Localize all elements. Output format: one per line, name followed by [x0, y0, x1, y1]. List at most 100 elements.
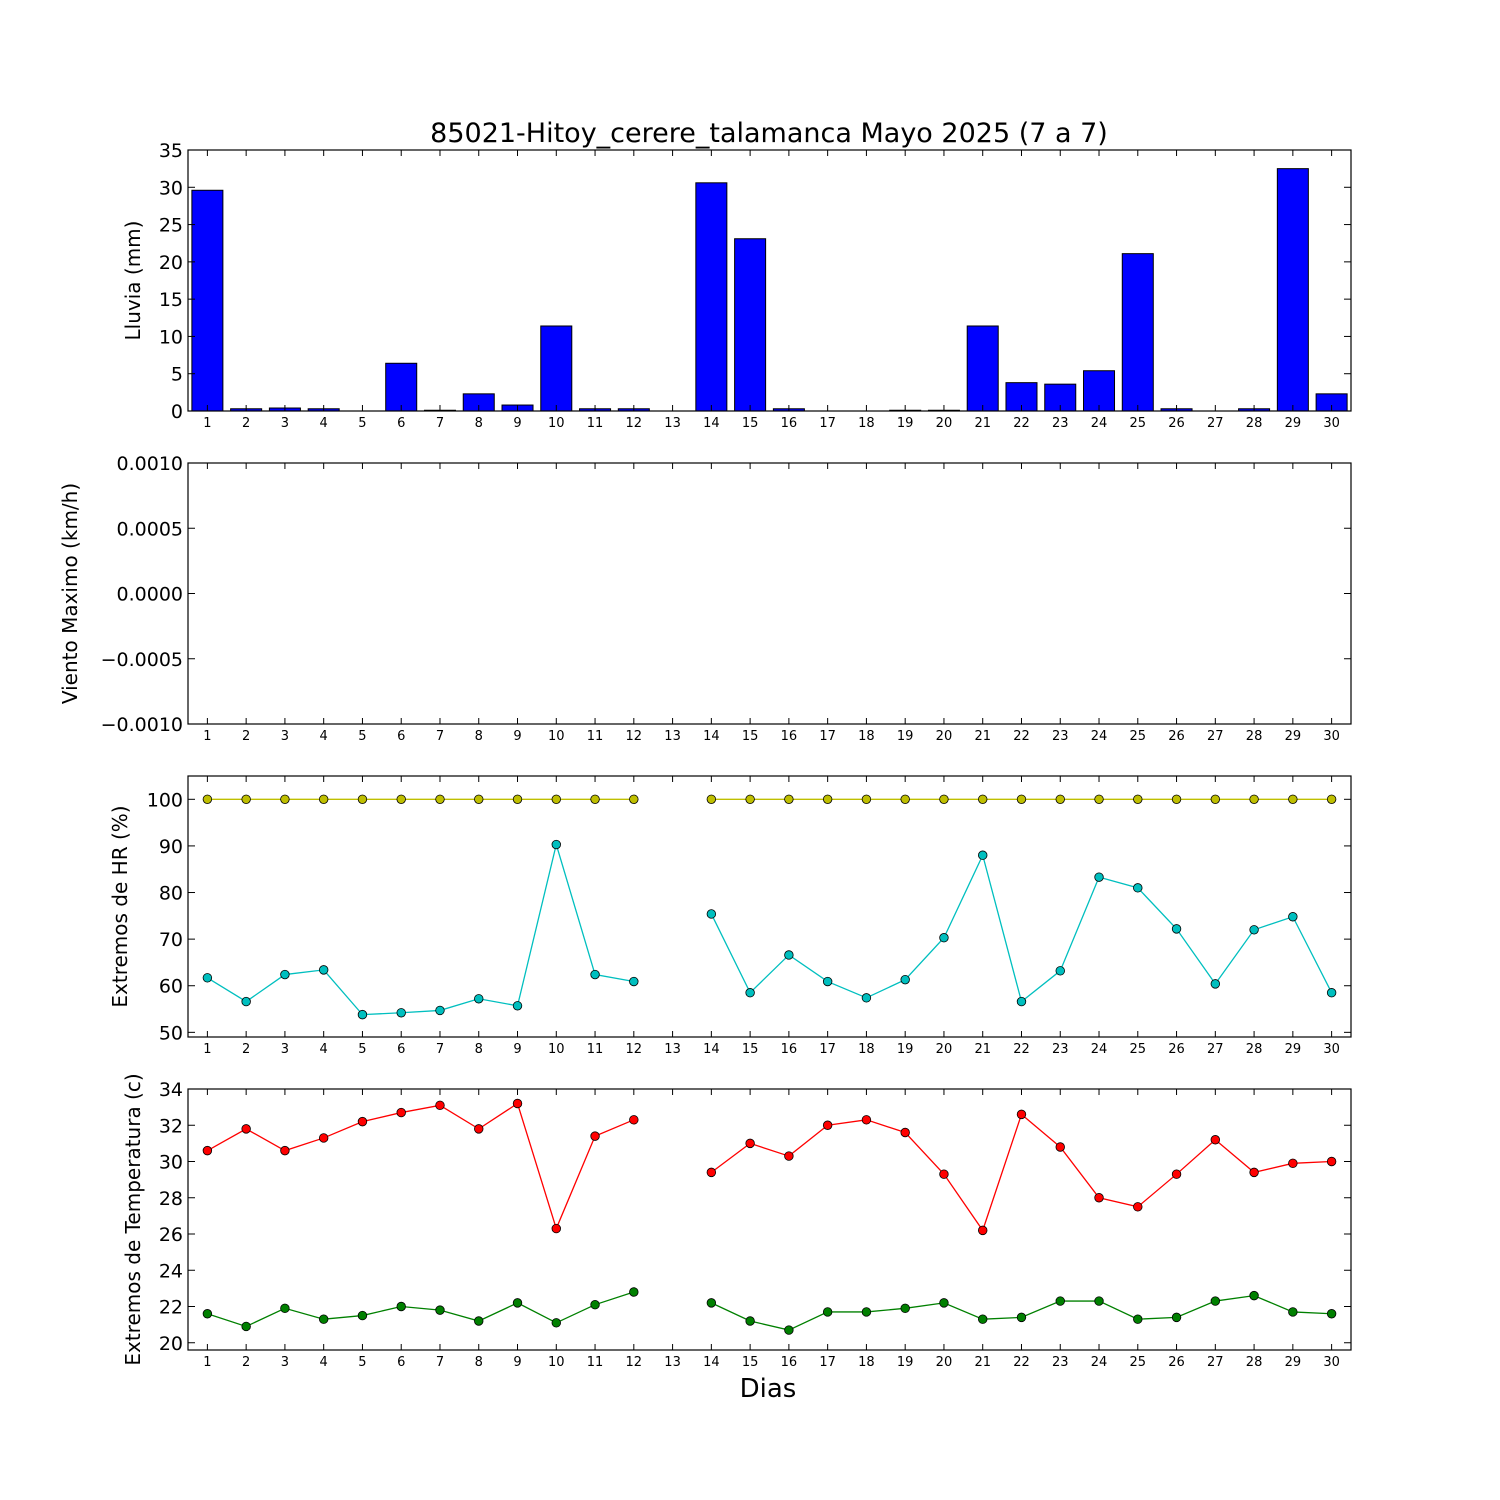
data-point — [202, 794, 213, 805]
y-tick-label: 26 — [159, 1224, 183, 1246]
series-line — [207, 1102, 635, 1231]
data-point — [1016, 1109, 1027, 1120]
data-point — [590, 794, 600, 805]
x-tick-label: 27 — [1207, 1042, 1224, 1057]
data-point — [1055, 966, 1065, 976]
data-point — [1288, 912, 1298, 922]
x-tick-label: 17 — [819, 416, 836, 431]
x-tick-label: 19 — [897, 416, 914, 431]
x-tick-label: 1 — [203, 1042, 211, 1057]
x-tick-label: 22 — [1013, 1042, 1030, 1057]
x-tick-label: 22 — [1013, 416, 1030, 431]
y-tick-label: −0.0005 — [101, 649, 183, 671]
data-point — [1288, 1307, 1298, 1317]
x-tick-label: 14 — [703, 416, 720, 431]
data-point — [1249, 1167, 1259, 1178]
x-tick-label: 5 — [358, 1355, 366, 1370]
x-tick-label: 4 — [320, 416, 328, 431]
rain-bar — [1083, 370, 1116, 412]
x-tick-label: 25 — [1130, 729, 1147, 744]
data-point — [822, 1307, 833, 1317]
x-tick-label: 26 — [1168, 1355, 1185, 1370]
data-point — [435, 1100, 445, 1111]
x-tick-label: 29 — [1285, 1355, 1302, 1370]
plot-frame — [187, 1088, 1352, 1351]
data-point — [629, 1115, 639, 1125]
figure-title: 85021-Hitoy_cerere_talamanca Mayo 2025 (… — [430, 118, 1108, 149]
x-tick-label: 24 — [1091, 416, 1108, 431]
x-tick-label: 23 — [1052, 416, 1069, 431]
x-tick-label: 9 — [513, 416, 521, 431]
x-tick-label: 20 — [936, 729, 953, 744]
x-tick-label: 14 — [703, 1355, 720, 1370]
data-point — [706, 1167, 717, 1178]
x-tick-label: 24 — [1091, 729, 1108, 744]
x-tick-label: 20 — [936, 1042, 953, 1057]
x-tick-label: 27 — [1207, 729, 1224, 744]
data-point — [1016, 1312, 1027, 1323]
x-tick-label: 8 — [475, 1355, 483, 1370]
data-point — [978, 794, 988, 805]
data-point — [745, 1316, 755, 1326]
data-point — [822, 794, 833, 805]
rain-bar — [695, 182, 728, 412]
data-point — [629, 1287, 639, 1297]
data-point — [861, 794, 872, 805]
data-point — [1094, 872, 1104, 882]
x-tick-label: 17 — [819, 1042, 836, 1057]
x-tick-label: 7 — [436, 1042, 444, 1057]
data-point — [1326, 1156, 1337, 1167]
data-point — [745, 988, 755, 998]
y-tick-label: 5 — [171, 364, 183, 386]
data-point — [1288, 1158, 1298, 1169]
y-tick-label: 22 — [159, 1297, 183, 1319]
data-point — [861, 1307, 872, 1317]
y-tick-label: 30 — [159, 1152, 183, 1174]
data-point — [978, 1225, 988, 1236]
x-tick-label: 8 — [475, 1042, 483, 1057]
x-tick-label: 15 — [742, 1042, 759, 1057]
x-tick-label: 16 — [781, 416, 798, 431]
x-tick-label: 6 — [397, 1355, 405, 1370]
data-point — [396, 1008, 406, 1018]
x-tick-label: 30 — [1323, 1042, 1340, 1057]
x-tick-label: 21 — [974, 729, 991, 744]
y-axis-label: Extremos de HR (%) — [108, 805, 132, 1007]
x-tick-label: 16 — [781, 729, 798, 744]
x-tick-label: 23 — [1052, 1042, 1069, 1057]
x-tick-label: 11 — [587, 1355, 604, 1370]
plot-frame — [187, 462, 1352, 725]
data-point — [706, 1298, 717, 1308]
data-point — [435, 1005, 445, 1016]
data-point — [629, 794, 639, 805]
x-tick-label: 22 — [1013, 1355, 1030, 1370]
x-tick-label: 4 — [320, 1042, 328, 1057]
x-tick-label: 23 — [1052, 1355, 1069, 1370]
x-tick-label: 6 — [397, 729, 405, 744]
data-point — [512, 1298, 523, 1308]
y-tick-label: 15 — [159, 289, 183, 311]
x-tick-label: 1 — [203, 1355, 211, 1370]
data-point — [1326, 988, 1337, 998]
x-tick-label: 23 — [1052, 729, 1069, 744]
x-tick-label: 29 — [1285, 416, 1302, 431]
data-point — [202, 973, 213, 983]
x-tick-label: 12 — [626, 1042, 643, 1057]
data-point — [551, 839, 561, 850]
data-point — [280, 794, 290, 805]
data-point — [1171, 1312, 1182, 1323]
data-point — [241, 1321, 251, 1332]
data-point — [1210, 1296, 1221, 1306]
y-tick-label: 60 — [159, 976, 183, 998]
data-point — [512, 1001, 523, 1011]
x-tick-label: 28 — [1246, 729, 1263, 744]
y-tick-label: 70 — [159, 929, 183, 951]
data-point — [978, 1314, 988, 1324]
x-tick-label: 13 — [664, 1042, 681, 1057]
x-tick-label: 15 — [742, 729, 759, 744]
x-tick-label: 25 — [1130, 1355, 1147, 1370]
y-tick-label: 30 — [159, 177, 183, 199]
x-tick-label: 30 — [1323, 729, 1340, 744]
